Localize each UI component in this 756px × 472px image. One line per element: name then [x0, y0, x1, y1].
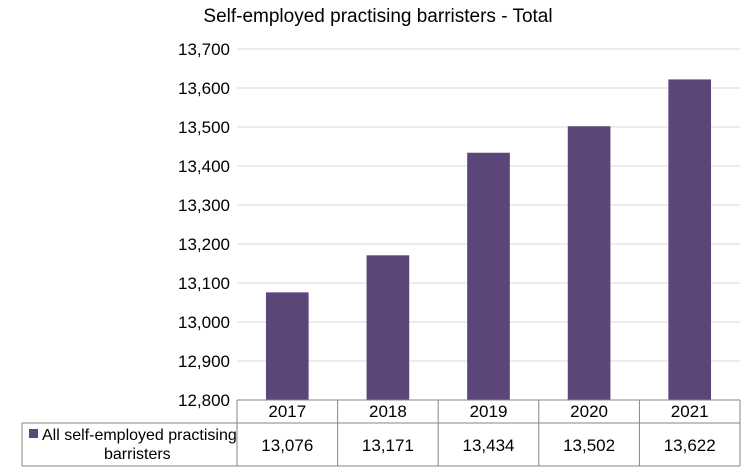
bar-2018	[366, 255, 410, 400]
y-tick-label: 13,100	[178, 274, 230, 293]
legend-series-name-line-2: barristers	[104, 446, 171, 463]
x-category-label: 2021	[671, 402, 709, 421]
legend-series-name-line-1: All self-employed practising	[42, 427, 237, 444]
table-value-cell: 13,171	[362, 436, 414, 455]
table-value-cell: 13,434	[463, 436, 515, 455]
y-axis-tick-labels: 12,800 12,900 13,000 13,100 13,200 13,300 13,4…	[178, 40, 230, 410]
legend-swatch	[29, 429, 38, 438]
chart-title: Self-employed practising barristers - To…	[203, 6, 553, 27]
x-category-label: 2017	[268, 402, 306, 421]
y-tick-label: 13,700	[178, 40, 230, 59]
y-tick-label: 13,600	[178, 79, 230, 98]
y-tick-label: 12,800	[178, 391, 230, 410]
bar-2020	[567, 126, 611, 400]
y-tick-label: 13,000	[178, 313, 230, 332]
bar-2019	[467, 152, 510, 400]
x-category-label: 2018	[369, 402, 407, 421]
table-value-cell: 13,502	[563, 436, 615, 455]
x-category-label: 2019	[470, 402, 508, 421]
table-value-cell: 13,076	[261, 436, 313, 455]
data-table: 2017 13,076 2018 13,171 2019 13,434 2020 13,502…	[21, 399, 741, 467]
table-value-cell: 13,622	[664, 436, 716, 455]
y-tick-label: 13,200	[178, 235, 230, 254]
y-tick-label: 12,900	[178, 352, 230, 371]
bar-2021	[668, 79, 712, 401]
bars	[265, 79, 712, 401]
bar-2017	[265, 292, 309, 400]
y-tick-label: 13,500	[178, 118, 230, 137]
y-tick-label: 13,400	[178, 157, 230, 176]
y-tick-label: 13,300	[178, 196, 230, 215]
x-category-label: 2020	[570, 402, 608, 421]
